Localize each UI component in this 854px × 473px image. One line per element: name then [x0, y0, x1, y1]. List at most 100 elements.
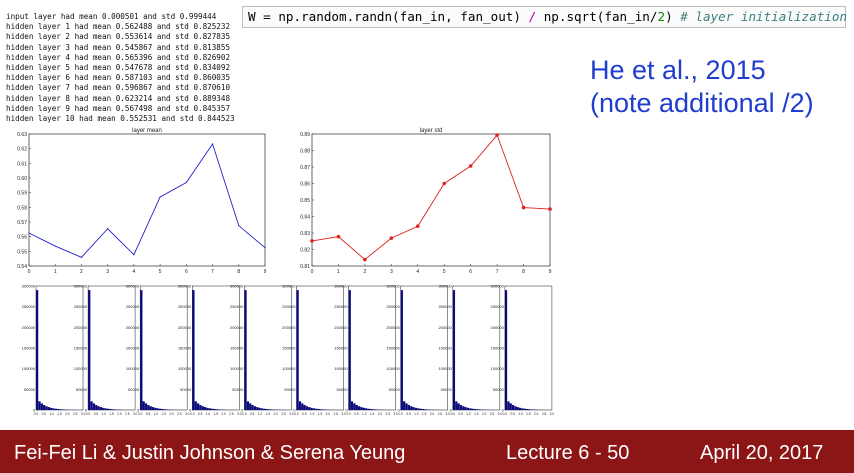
- histogram-bar: [47, 407, 50, 410]
- x-tick-label: 9: [264, 269, 267, 275]
- y-tick-label: 0.84: [300, 215, 310, 221]
- x-tick-label: 9: [549, 269, 552, 275]
- histogram-bar: [270, 409, 273, 410]
- x-tick-label: 2.0: [117, 412, 122, 416]
- x-tick-label: 1.0: [518, 412, 523, 416]
- log-line: hidden layer 5 had mean 0.547678 and std…: [6, 63, 231, 73]
- x-tick-label: 0.5: [458, 412, 463, 416]
- x-tick-label: 5: [443, 269, 446, 275]
- y-tick-label: 0.83: [300, 231, 310, 237]
- log-line: input layer had mean 0.000501 and std 0.…: [6, 12, 217, 21]
- log-line: hidden layer 1 had mean 0.562488 and std…: [6, 22, 231, 32]
- histogram-bar: [400, 290, 403, 410]
- x-tick-label: 0.0: [86, 412, 91, 416]
- histogram-bar: [194, 401, 197, 410]
- histogram-bar: [528, 409, 531, 410]
- y-tick-label: 250000: [334, 304, 348, 309]
- y-tick-label: 50000: [284, 387, 296, 392]
- x-tick-label: 2.5: [386, 412, 391, 416]
- histogram-bar: [322, 409, 325, 410]
- data-point: [80, 256, 83, 258]
- x-tick-label: 0.5: [94, 412, 99, 416]
- histogram-bar: [424, 409, 427, 410]
- y-tick-label: 150000: [438, 346, 452, 351]
- histogram-bar: [204, 407, 207, 410]
- data-point: [442, 181, 447, 186]
- histogram-bar: [509, 403, 512, 410]
- x-tick-label: 0: [311, 269, 314, 275]
- histogram-bar: [90, 401, 93, 410]
- data-point: [548, 207, 552, 211]
- histogram-bar: [410, 406, 413, 410]
- histogram-bar: [97, 406, 100, 410]
- x-tick-label: 3.0: [81, 412, 86, 416]
- y-tick-label: 250000: [282, 304, 296, 309]
- y-tick-label: 100000: [386, 366, 400, 371]
- y-tick-label: 250000: [178, 304, 192, 309]
- data-point: [28, 232, 30, 234]
- y-tick-label: 50000: [389, 387, 401, 392]
- x-tick-label: 8: [522, 269, 525, 275]
- y-tick-label: 100000: [334, 366, 348, 371]
- histogram-bar: [192, 290, 195, 410]
- y-tick-label: 0.86: [300, 182, 310, 188]
- y-tick-label: 0: [450, 408, 453, 413]
- histogram-bar: [308, 407, 311, 410]
- x-tick-label: 2.0: [221, 412, 226, 416]
- x-tick-label: 2.5: [333, 412, 338, 416]
- y-tick-label: 0.82: [300, 248, 310, 254]
- y-tick-label: 50000: [24, 387, 36, 392]
- y-tick-label: 0.58: [17, 205, 27, 211]
- layer-stats-log: input layer had mean 0.000501 and std 0.…: [6, 12, 252, 124]
- histogram-bar: [102, 407, 105, 410]
- histogram-bar: [419, 408, 422, 410]
- y-tick-label: 0: [189, 408, 192, 413]
- histogram-bar: [144, 403, 148, 410]
- y-tick-label: 100000: [126, 366, 140, 371]
- histogram-frame: [296, 285, 344, 411]
- histogram-bar: [317, 409, 320, 410]
- histogram-bar: [197, 403, 200, 410]
- log-line: hidden layer 4 had mean 0.565396 and std…: [6, 52, 231, 62]
- histogram-bar: [142, 401, 145, 410]
- y-tick-label: 200000: [334, 325, 348, 330]
- histogram-bar: [469, 408, 472, 410]
- y-tick-label: 0: [502, 408, 505, 413]
- layer-std-chart: layer std 0 1 2 3 4 5 6 7 8 9 0.81 0.82 0.83 0.84 0.85 0…: [300, 128, 552, 275]
- histogram-frame: [244, 285, 292, 411]
- histogram-bar: [36, 290, 39, 410]
- y-tick-label: 50000: [493, 387, 505, 392]
- footer-date: April 20, 2017: [700, 442, 824, 464]
- histogram-bar: [147, 405, 150, 410]
- x-tick-label: 2.5: [542, 412, 547, 416]
- y-tick-label: 300000: [386, 284, 400, 289]
- plot-frame: [311, 133, 551, 267]
- histogram-bar: [523, 408, 526, 410]
- x-tick-label: 2.0: [482, 412, 487, 416]
- histogram-bar: [296, 290, 299, 410]
- x-tick-label: 1.0: [49, 412, 54, 416]
- histogram-bar: [466, 407, 470, 410]
- histogram-bar: [315, 408, 318, 410]
- y-tick-label: 0.57: [17, 220, 27, 226]
- x-tick-label: 1.5: [214, 412, 219, 416]
- histogram-bar: [355, 405, 358, 410]
- histogram-frame: [192, 285, 240, 411]
- histogram-bar: [298, 401, 302, 410]
- y-tick-label: 0.59: [17, 191, 27, 197]
- y-tick-label: 200000: [438, 325, 452, 330]
- data-point: [336, 234, 341, 239]
- histogram-bar: [360, 407, 363, 410]
- y-tick-label: 300000: [230, 284, 244, 289]
- y-tick-label: 150000: [230, 346, 244, 351]
- y-tick-label: 150000: [178, 346, 192, 351]
- histogram-bar: [507, 401, 510, 410]
- y-tick-label: 150000: [74, 346, 88, 351]
- histogram-bar: [455, 401, 458, 410]
- data-point: [159, 196, 161, 198]
- histogram-bar: [526, 409, 529, 410]
- x-tick-label: 0.0: [398, 412, 403, 416]
- y-tick-label: 0: [397, 408, 400, 413]
- chart-title: layer std: [420, 128, 443, 134]
- y-tick-label: 250000: [22, 304, 36, 309]
